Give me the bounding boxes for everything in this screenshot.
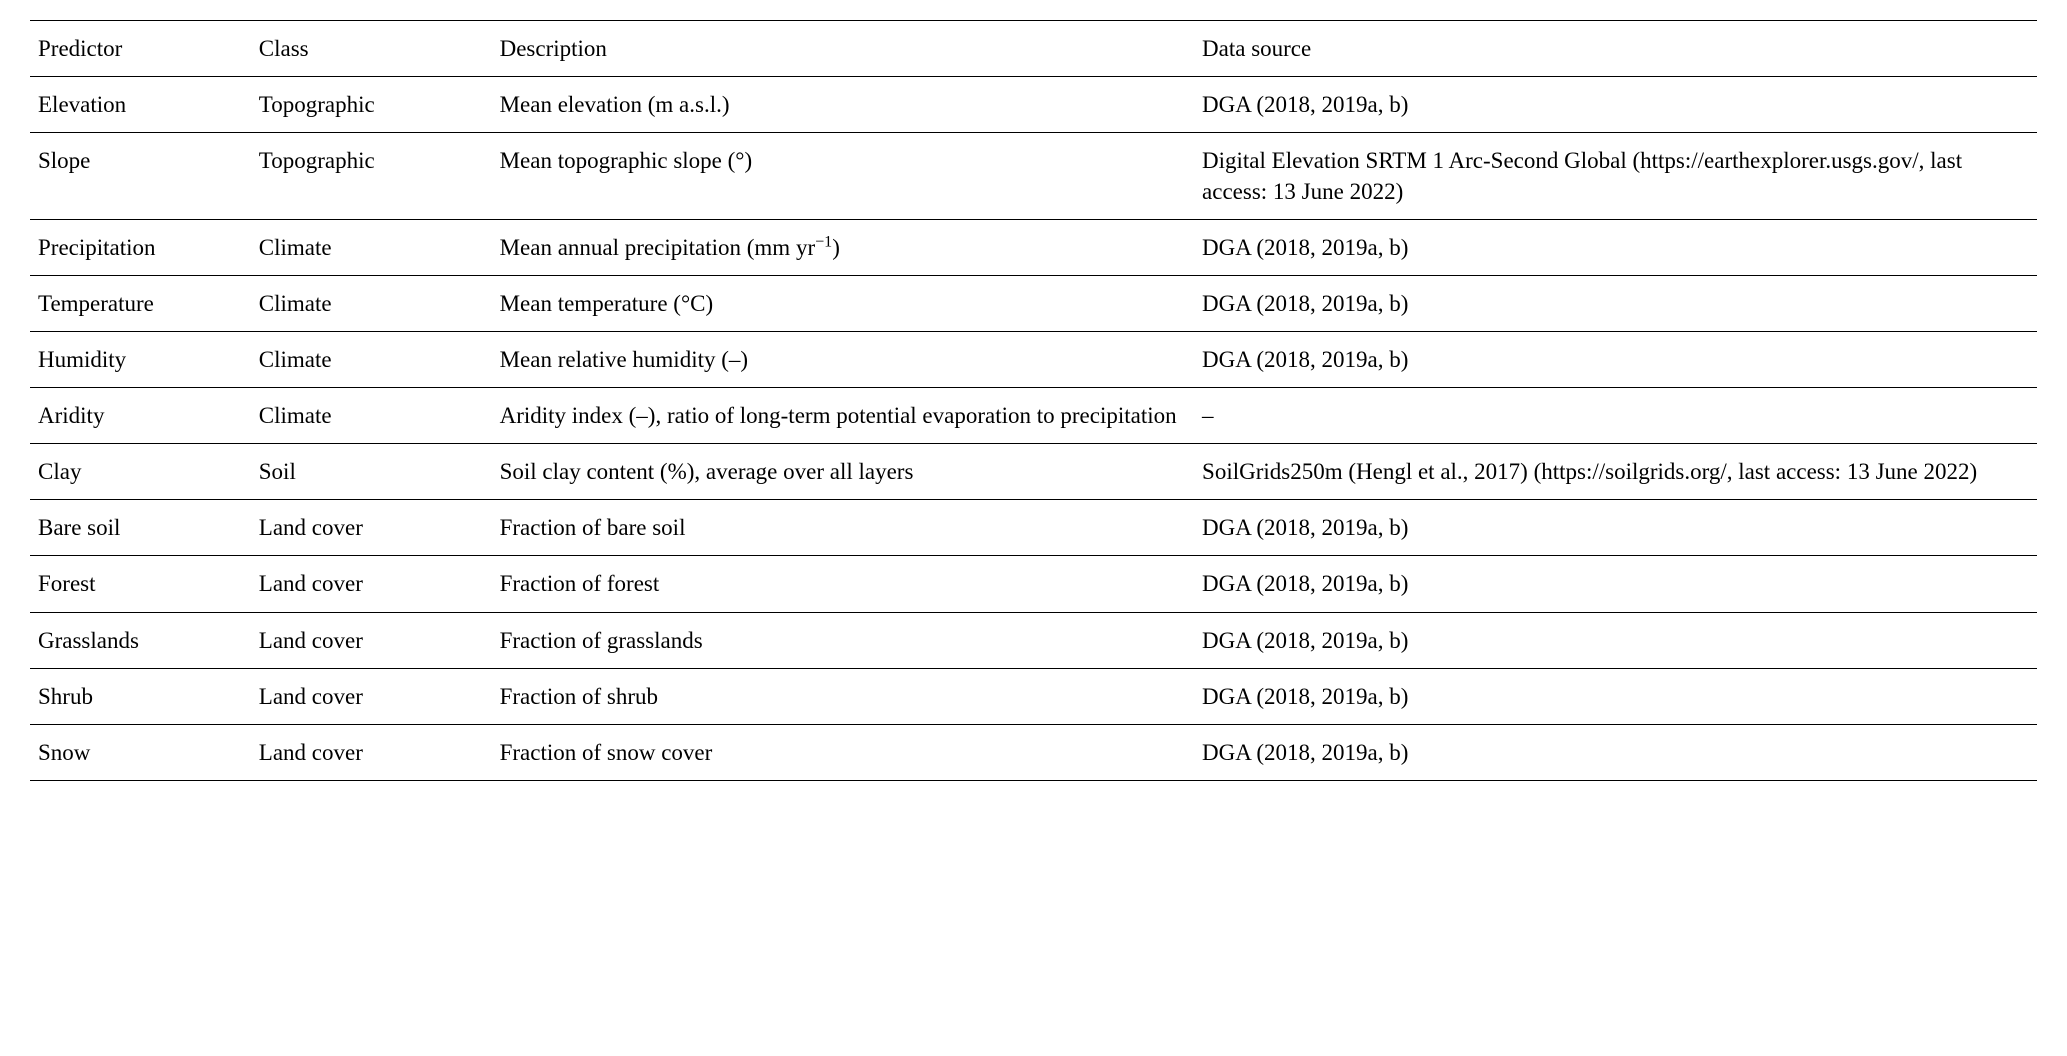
cell-predictor: Snow <box>30 724 251 780</box>
col-header-class: Class <box>251 21 492 77</box>
cell-description: Mean topographic slope (°) <box>492 133 1194 220</box>
cell-class: Land cover <box>251 556 492 612</box>
cell-class: Land cover <box>251 500 492 556</box>
cell-description: Mean relative humidity (–) <box>492 332 1194 388</box>
cell-predictor: Forest <box>30 556 251 612</box>
cell-predictor: Elevation <box>30 77 251 133</box>
table-row: ElevationTopographicMean elevation (m a.… <box>30 77 2037 133</box>
cell-class: Soil <box>251 444 492 500</box>
table-row: ForestLand coverFraction of forestDGA (2… <box>30 556 2037 612</box>
cell-predictor: Precipitation <box>30 220 251 276</box>
cell-source: DGA (2018, 2019a, b) <box>1194 220 2037 276</box>
cell-description: Fraction of snow cover <box>492 724 1194 780</box>
cell-description: Soil clay content (%), average over all … <box>492 444 1194 500</box>
table-row: ClaySoilSoil clay content (%), average o… <box>30 444 2037 500</box>
cell-source: DGA (2018, 2019a, b) <box>1194 77 2037 133</box>
table-row: SnowLand coverFraction of snow coverDGA … <box>30 724 2037 780</box>
cell-description: Aridity index (–), ratio of long-term po… <box>492 388 1194 444</box>
table-row: SlopeTopographicMean topographic slope (… <box>30 133 2037 220</box>
table-row: AridityClimateAridity index (–), ratio o… <box>30 388 2037 444</box>
cell-source: SoilGrids250m (Hengl et al., 2017) (http… <box>1194 444 2037 500</box>
table-row: PrecipitationClimateMean annual precipit… <box>30 220 2037 276</box>
cell-description: Fraction of shrub <box>492 668 1194 724</box>
cell-predictor: Slope <box>30 133 251 220</box>
cell-predictor: Aridity <box>30 388 251 444</box>
cell-description: Fraction of grasslands <box>492 612 1194 668</box>
cell-source: DGA (2018, 2019a, b) <box>1194 612 2037 668</box>
cell-predictor: Clay <box>30 444 251 500</box>
table-body: ElevationTopographicMean elevation (m a.… <box>30 77 2037 781</box>
cell-source: Digital Elevation SRTM 1 Arc-Second Glob… <box>1194 133 2037 220</box>
col-header-source: Data source <box>1194 21 2037 77</box>
col-header-predictor: Predictor <box>30 21 251 77</box>
cell-source: DGA (2018, 2019a, b) <box>1194 556 2037 612</box>
table-header-row: Predictor Class Description Data source <box>30 21 2037 77</box>
cell-class: Climate <box>251 388 492 444</box>
cell-predictor: Grasslands <box>30 612 251 668</box>
cell-description: Mean annual precipitation (mm yr−1) <box>492 220 1194 276</box>
table-row: ShrubLand coverFraction of shrubDGA (201… <box>30 668 2037 724</box>
cell-class: Land cover <box>251 668 492 724</box>
table-row: HumidityClimateMean relative humidity (–… <box>30 332 2037 388</box>
cell-class: Climate <box>251 220 492 276</box>
cell-source: DGA (2018, 2019a, b) <box>1194 668 2037 724</box>
cell-predictor: Shrub <box>30 668 251 724</box>
table-row: GrasslandsLand coverFraction of grasslan… <box>30 612 2037 668</box>
cell-class: Climate <box>251 276 492 332</box>
cell-description: Mean elevation (m a.s.l.) <box>492 77 1194 133</box>
table-row: Bare soilLand coverFraction of bare soil… <box>30 500 2037 556</box>
table-row: TemperatureClimateMean temperature (°C)D… <box>30 276 2037 332</box>
cell-class: Land cover <box>251 724 492 780</box>
cell-source: DGA (2018, 2019a, b) <box>1194 332 2037 388</box>
cell-class: Topographic <box>251 133 492 220</box>
cell-description: Fraction of forest <box>492 556 1194 612</box>
predictor-table: Predictor Class Description Data source … <box>30 20 2037 781</box>
cell-predictor: Bare soil <box>30 500 251 556</box>
cell-class: Topographic <box>251 77 492 133</box>
cell-predictor: Temperature <box>30 276 251 332</box>
cell-class: Climate <box>251 332 492 388</box>
cell-source: DGA (2018, 2019a, b) <box>1194 276 2037 332</box>
cell-class: Land cover <box>251 612 492 668</box>
col-header-description: Description <box>492 21 1194 77</box>
cell-source: DGA (2018, 2019a, b) <box>1194 500 2037 556</box>
cell-description: Fraction of bare soil <box>492 500 1194 556</box>
cell-source: DGA (2018, 2019a, b) <box>1194 724 2037 780</box>
cell-predictor: Humidity <box>30 332 251 388</box>
cell-description: Mean temperature (°C) <box>492 276 1194 332</box>
cell-source: – <box>1194 388 2037 444</box>
